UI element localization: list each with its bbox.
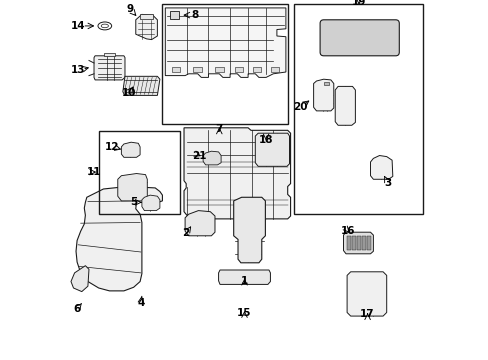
Text: 20: 20 (292, 102, 307, 112)
Polygon shape (94, 56, 125, 80)
Text: 5: 5 (130, 197, 137, 207)
Text: 21: 21 (192, 150, 206, 161)
Text: 17: 17 (360, 309, 374, 319)
Polygon shape (313, 79, 333, 111)
Text: 10: 10 (121, 88, 136, 98)
Polygon shape (121, 142, 140, 157)
Polygon shape (185, 211, 215, 236)
Text: 2: 2 (182, 228, 189, 238)
Bar (294, 4, 422, 214)
Polygon shape (335, 86, 355, 125)
Polygon shape (122, 76, 160, 95)
Polygon shape (170, 11, 178, 19)
Text: 19: 19 (351, 0, 366, 7)
Text: 6: 6 (73, 304, 81, 314)
Text: 15: 15 (237, 308, 251, 318)
Bar (99, 131, 180, 214)
Polygon shape (233, 197, 265, 263)
Polygon shape (346, 236, 350, 250)
Polygon shape (234, 67, 243, 72)
Polygon shape (252, 67, 261, 72)
Polygon shape (361, 236, 365, 250)
Polygon shape (270, 67, 279, 72)
Polygon shape (136, 14, 157, 40)
Polygon shape (215, 67, 223, 72)
Polygon shape (171, 67, 180, 72)
Text: 16: 16 (340, 226, 355, 236)
Polygon shape (193, 67, 202, 72)
Polygon shape (165, 8, 285, 77)
Text: 13: 13 (71, 65, 85, 75)
Polygon shape (104, 53, 115, 56)
Polygon shape (351, 236, 355, 250)
Text: 9: 9 (126, 4, 133, 14)
Polygon shape (76, 186, 162, 291)
Text: 3: 3 (384, 178, 390, 188)
Polygon shape (71, 266, 89, 292)
Bar (162, 4, 288, 124)
Polygon shape (370, 156, 392, 179)
Polygon shape (118, 174, 147, 201)
Polygon shape (346, 272, 386, 316)
Polygon shape (218, 270, 270, 284)
Text: 1: 1 (241, 276, 247, 286)
Polygon shape (255, 133, 289, 166)
Polygon shape (140, 14, 152, 19)
Text: 4: 4 (137, 298, 144, 308)
Text: 12: 12 (104, 142, 119, 152)
Polygon shape (324, 82, 329, 85)
Polygon shape (366, 236, 370, 250)
Text: 11: 11 (86, 167, 101, 177)
Polygon shape (203, 151, 221, 165)
FancyBboxPatch shape (320, 20, 399, 56)
Polygon shape (343, 232, 373, 254)
Text: 14: 14 (71, 21, 85, 31)
Polygon shape (356, 236, 360, 250)
Text: 7: 7 (215, 124, 223, 134)
Text: 18: 18 (258, 135, 273, 145)
Ellipse shape (101, 24, 108, 28)
Ellipse shape (98, 22, 111, 30)
Polygon shape (142, 195, 160, 211)
Polygon shape (183, 128, 290, 239)
Text: 8: 8 (191, 10, 198, 20)
